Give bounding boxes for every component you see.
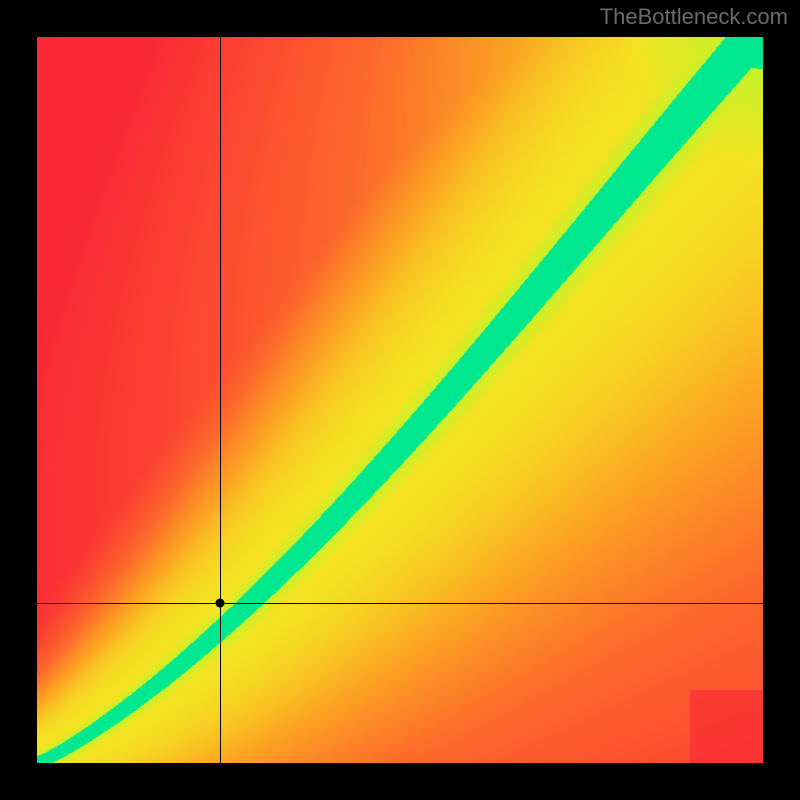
chart-container: TheBottleneck.com bbox=[0, 0, 800, 800]
crosshair-horizontal bbox=[37, 603, 763, 604]
plot-area bbox=[37, 37, 763, 763]
heatmap-canvas bbox=[37, 37, 763, 763]
crosshair-vertical bbox=[220, 37, 221, 763]
marker-dot bbox=[215, 599, 224, 608]
watermark-text: TheBottleneck.com bbox=[600, 4, 788, 30]
